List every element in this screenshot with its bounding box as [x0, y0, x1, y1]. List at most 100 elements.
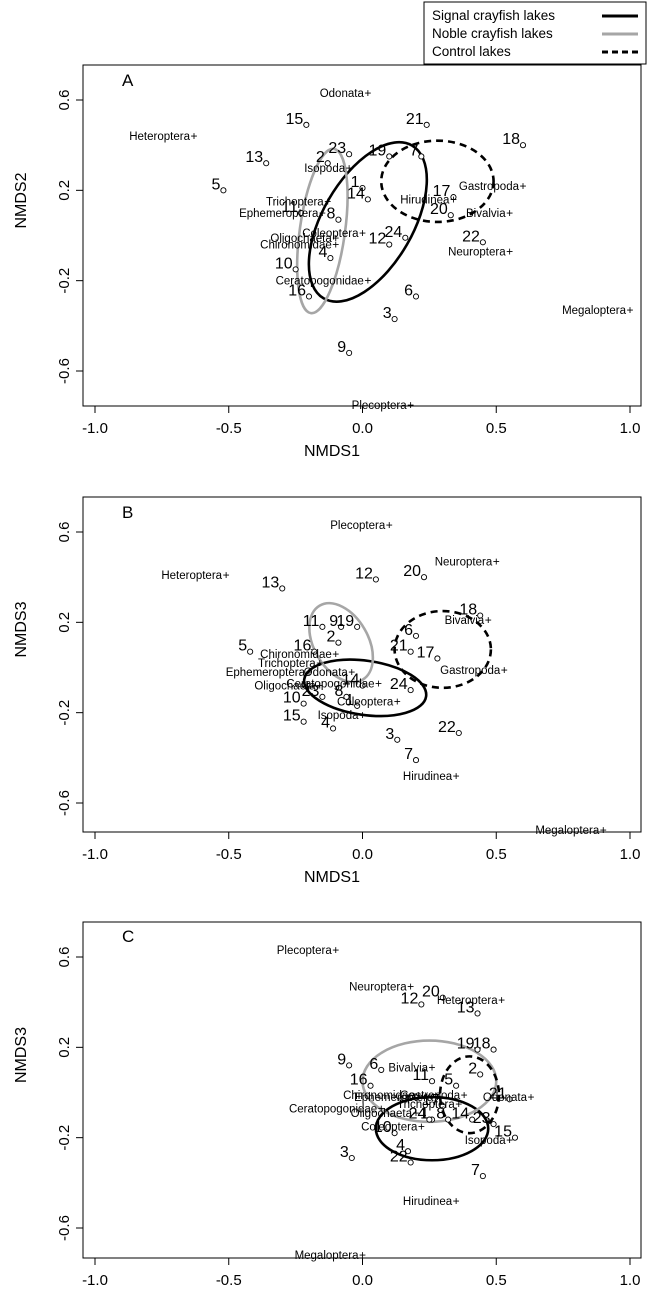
taxon-marker: +	[519, 179, 526, 193]
taxon-marker: +	[407, 398, 414, 412]
site-point	[412, 293, 420, 300]
site-point	[455, 729, 462, 737]
site-label: 4	[396, 1137, 405, 1154]
panel-b: B -1.0 -0.5 0.0 0.5 1.0 -0.6 -0.2 0.2 0.6 NMDS1 NMD…	[13, 496, 642, 886]
x-tick-label: 0.5	[486, 1272, 507, 1289]
site-label: 13	[261, 574, 279, 591]
site-point	[319, 623, 326, 630]
site-point	[300, 700, 307, 707]
site-point	[263, 160, 270, 167]
x-tick-label: 0.0	[352, 846, 373, 863]
taxon-marker: +	[485, 613, 492, 627]
site-point	[445, 1116, 452, 1123]
site-label: 2	[468, 1060, 477, 1077]
taxon-label: Coleoptera	[361, 1121, 418, 1133]
taxon-marker: +	[359, 226, 366, 240]
ellipse-control	[438, 1055, 501, 1135]
site-point	[490, 1046, 497, 1053]
taxon-label: Ephemeroptera	[226, 667, 306, 679]
taxon-label: Chironomidae	[260, 649, 332, 661]
taxon-label: Chironomidae	[343, 1090, 415, 1102]
legend-label-noble: Noble crayfish lakes	[432, 26, 553, 41]
site-label: 12	[368, 231, 386, 248]
taxon-label: Gastropoda	[459, 181, 520, 193]
x-tick-label: 0.0	[352, 1272, 373, 1289]
site-label: 5	[444, 1072, 453, 1089]
y-tick-label: 0.6	[56, 90, 73, 111]
site-point	[453, 1082, 460, 1089]
site-label: 8	[335, 683, 344, 700]
taxon-label: Plecoptera	[330, 520, 386, 532]
site-point	[378, 1066, 385, 1073]
taxon-marker: +	[528, 1090, 535, 1104]
y-tick-label: -0.2	[56, 268, 73, 294]
taxon-marker: +	[394, 694, 401, 708]
site-label: 3	[385, 726, 394, 743]
taxon-marker: +	[316, 679, 323, 693]
site-point	[335, 216, 342, 223]
y-tick-label: 0.6	[56, 947, 73, 968]
site-label: 6	[404, 282, 413, 299]
site-point	[359, 682, 366, 689]
site-point	[511, 1134, 519, 1141]
taxon-label: Bivalvia	[388, 1063, 428, 1075]
site-label: 20	[430, 201, 448, 218]
taxon-marker: +	[364, 274, 371, 288]
taxon-label: Bivalvia	[466, 208, 506, 220]
taxon-marker: +	[375, 676, 382, 690]
site-label: 18	[502, 131, 520, 148]
ellipse-control	[393, 609, 493, 690]
site-label: 3	[383, 305, 392, 322]
taxon-marker: +	[412, 1106, 419, 1120]
site-label: 10	[275, 255, 293, 272]
site-point	[412, 757, 420, 764]
taxon-label: Megaloptera	[562, 305, 627, 317]
site-label: 14	[342, 672, 360, 689]
taxon-marker: +	[348, 665, 355, 679]
taxon-label: Plecoptera	[352, 400, 408, 412]
site-label: 21	[390, 638, 408, 655]
site-point	[346, 349, 353, 356]
site-point	[479, 1173, 486, 1180]
taxon-marker: +	[332, 231, 339, 245]
site-point	[428, 1078, 436, 1085]
taxon-marker: +	[378, 1101, 385, 1115]
site-label: 16	[350, 1072, 368, 1089]
y-tick-label: 0.2	[56, 1037, 73, 1058]
site-label: 23	[473, 1110, 491, 1127]
site-label: 9	[337, 1051, 346, 1068]
x-tick-label: 0.5	[486, 846, 507, 863]
taxon-marker: +	[415, 1088, 422, 1102]
site-point	[292, 266, 299, 273]
x-tick-label: -1.0	[82, 420, 108, 437]
site-label: 12	[401, 990, 419, 1007]
site-point	[247, 648, 254, 655]
site-point	[319, 693, 326, 700]
site-label: 10	[374, 1119, 392, 1136]
site-point	[391, 316, 398, 323]
site-point	[343, 693, 350, 700]
site-label: 9	[329, 613, 338, 630]
site-label: 4	[318, 244, 327, 261]
site-point	[327, 255, 334, 262]
legend: Signal crayfish lakes Noble crayfish lak…	[423, 1, 647, 65]
site-label: 17	[417, 644, 435, 661]
x-tick-label: -0.5	[216, 1272, 242, 1289]
site-point	[439, 1103, 446, 1110]
x-tick-label: -1.0	[82, 1272, 108, 1289]
site-label: 13	[245, 149, 263, 166]
taxon-label: Hirudinea	[403, 1196, 453, 1208]
site-label: 16	[294, 638, 312, 655]
site-point	[338, 623, 345, 630]
taxon-marker: +	[455, 1097, 462, 1111]
taxon-marker: +	[450, 192, 457, 206]
taxon-marker: +	[501, 663, 508, 677]
site-label: 22	[462, 228, 480, 245]
taxon-marker: +	[332, 647, 339, 661]
taxon-label: Hirudinea	[403, 771, 453, 783]
taxon-label: Ephemeroptera	[239, 208, 319, 220]
taxon-marker: +	[386, 518, 393, 532]
site-label: 8	[327, 206, 336, 223]
site-label: 5	[211, 176, 220, 193]
site-label: 13	[457, 999, 475, 1016]
